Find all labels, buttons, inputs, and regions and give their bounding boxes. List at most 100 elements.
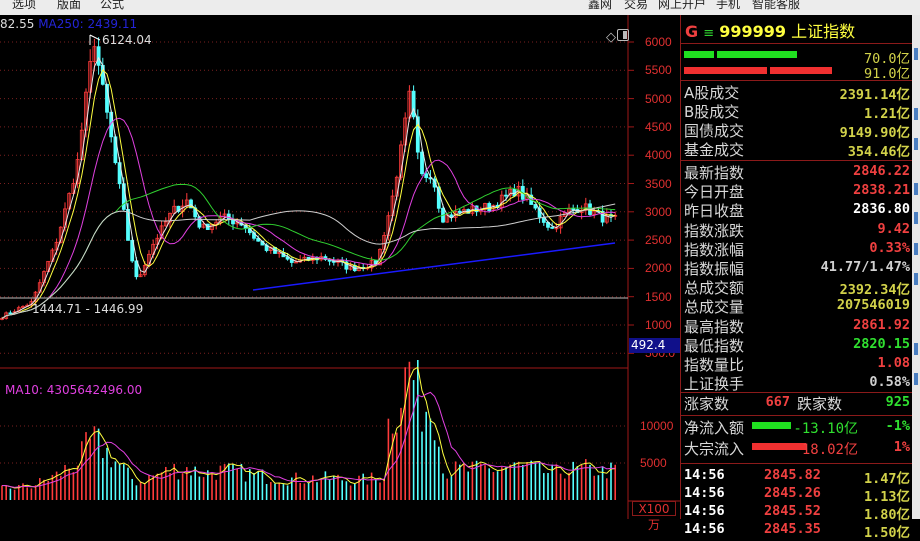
stock-name: 上证指数 xyxy=(791,22,856,41)
volume-ma-line xyxy=(1,391,616,488)
row-label: 指数振幅 xyxy=(684,260,745,278)
row-label: A股成交 xyxy=(684,84,740,102)
price-axis-label: 5000 xyxy=(645,91,672,106)
index-stat-row: 总成交量 207546019 xyxy=(684,296,910,316)
price-axis-label: 5500 xyxy=(645,63,672,78)
ma-line xyxy=(1,56,616,319)
candle xyxy=(130,239,135,262)
index-stat-row: 最新指数 2846.22 xyxy=(684,162,910,182)
menu-item[interactable]: 智能客服 xyxy=(752,0,801,11)
cursor-value-badge: 492.4 xyxy=(629,338,680,353)
ma-line xyxy=(1,69,616,319)
flow-value: 18.02亿 xyxy=(801,442,858,458)
row-label: 国债成交 xyxy=(684,122,745,140)
outflow-value: 91.0亿 xyxy=(863,66,910,82)
index-stat-row: 指数量比 1.08 xyxy=(684,354,910,374)
row-label: B股成交 xyxy=(684,103,740,121)
row-value: 2846.22 xyxy=(853,163,910,179)
row-value: 41.77/1.47% xyxy=(820,259,910,275)
row-label: 最高指数 xyxy=(684,317,745,336)
candle xyxy=(100,64,105,85)
tick-price: 2845.52 xyxy=(764,503,821,519)
candle xyxy=(96,46,101,66)
menu-item[interactable]: 网上开户 xyxy=(658,0,707,11)
tick-time: 14:56 xyxy=(684,503,725,519)
menu-item[interactable]: 选项 xyxy=(12,0,37,11)
candle xyxy=(8,312,13,315)
tick-row: 14:56 2845.52 1.80亿 xyxy=(684,502,910,523)
volume-axis-label: 10000 xyxy=(640,419,674,433)
index-stat-row: 指数振幅 41.77/1.47% xyxy=(684,258,910,278)
candle xyxy=(138,274,143,278)
panel-toggle-icon[interactable] xyxy=(617,29,629,41)
tick-row: 14:56 2845.82 1.47亿 xyxy=(684,466,910,487)
menu-item[interactable]: 交易 xyxy=(624,0,649,11)
price-axis-label: 2000 xyxy=(645,261,672,276)
volume-ma-line xyxy=(1,366,616,489)
flow-value: -13.10亿 xyxy=(793,421,858,437)
volume-ma-label: MA10: 4305642496.00 xyxy=(5,383,143,397)
menu-icon[interactable]: ≡ xyxy=(703,26,715,41)
chart-canvas[interactable] xyxy=(0,15,680,519)
tick-volume: 1.47亿 xyxy=(863,471,910,487)
menu-item[interactable]: 手机 xyxy=(716,0,741,11)
price-axis-label: 4000 xyxy=(645,148,672,163)
row-label: 指数涨幅 xyxy=(684,240,745,259)
row-value: 2392.34亿 xyxy=(839,282,910,299)
inflow-bar xyxy=(717,51,797,58)
candle xyxy=(277,252,282,254)
adv-label: 涨家数 xyxy=(684,395,730,413)
tick-price: 2845.26 xyxy=(764,485,821,501)
ma-line xyxy=(1,117,616,319)
inflow-value: 70.0亿 xyxy=(863,51,910,67)
fund-flow-row: 净流入额 -13.10亿 -1% xyxy=(684,417,910,437)
candle xyxy=(432,178,437,188)
tick-time: 14:56 xyxy=(684,467,725,483)
index-stat-row: 总成交额 2392.34亿 xyxy=(684,277,910,299)
candle xyxy=(235,222,240,225)
tick-row: 14:56 2845.35 1.50亿 xyxy=(684,520,910,541)
ma250-line xyxy=(252,242,616,291)
low-marker-label: 1444.71 - 1446.99 xyxy=(32,302,144,316)
row-label: 今日开盘 xyxy=(684,183,745,202)
index-stat-row: 最高指数 2861.92 xyxy=(684,316,910,336)
candle xyxy=(508,188,513,196)
row-value: 2861.92 xyxy=(853,316,910,333)
tick-price: 2845.35 xyxy=(764,521,821,537)
row-value: 9149.90亿 xyxy=(839,125,910,141)
price-axis-label: 1500 xyxy=(645,289,672,304)
kline-chart[interactable]: 82.55 MA250: 2439.11 6124.04 1444.71 - 1… xyxy=(0,15,680,532)
ma-legend: 82.55 MA250: 2439.11 xyxy=(0,17,137,31)
scrollbar[interactable] xyxy=(912,15,920,519)
row-label: 昨日收盘 xyxy=(684,202,745,221)
candle xyxy=(533,204,538,209)
menu-item[interactable]: 公式 xyxy=(100,0,125,11)
price-axis-label: 1000 xyxy=(645,318,672,332)
candle xyxy=(600,210,605,223)
ma-line xyxy=(1,203,616,319)
menu-item[interactable]: 鑫网 xyxy=(588,0,613,11)
diamond-icon[interactable]: ◇ xyxy=(606,30,616,45)
volume-unit: X100万 xyxy=(632,501,676,532)
candle xyxy=(483,203,487,210)
index-stat-row: 指数涨跌 9.42 xyxy=(684,220,910,240)
fund-flow-row: 大宗流入 18.02亿 1% xyxy=(684,438,910,458)
candle xyxy=(256,237,261,242)
ma250-label: MA250: 2439.11 xyxy=(38,17,138,31)
outflow-bar xyxy=(770,67,832,74)
ma-prefix: 82.55 xyxy=(0,17,35,31)
row-label: 最低指数 xyxy=(684,336,745,355)
turnover-row: 基金成交 354.46亿 xyxy=(684,139,910,160)
tick-volume: 1.13亿 xyxy=(863,489,910,505)
high-marker-label: 6124.04 xyxy=(102,33,152,47)
flow-pct: 1% xyxy=(893,439,910,455)
menu-item[interactable]: 版面 xyxy=(57,0,82,11)
candle xyxy=(201,223,206,228)
candle xyxy=(189,199,193,209)
row-value: 2838.21 xyxy=(853,182,910,199)
index-stat-row: 昨日收盘 2836.80 xyxy=(684,200,910,221)
candle xyxy=(420,151,424,175)
outflow-bar xyxy=(684,67,767,74)
row-label: 指数量比 xyxy=(684,356,745,374)
candle xyxy=(21,306,25,309)
